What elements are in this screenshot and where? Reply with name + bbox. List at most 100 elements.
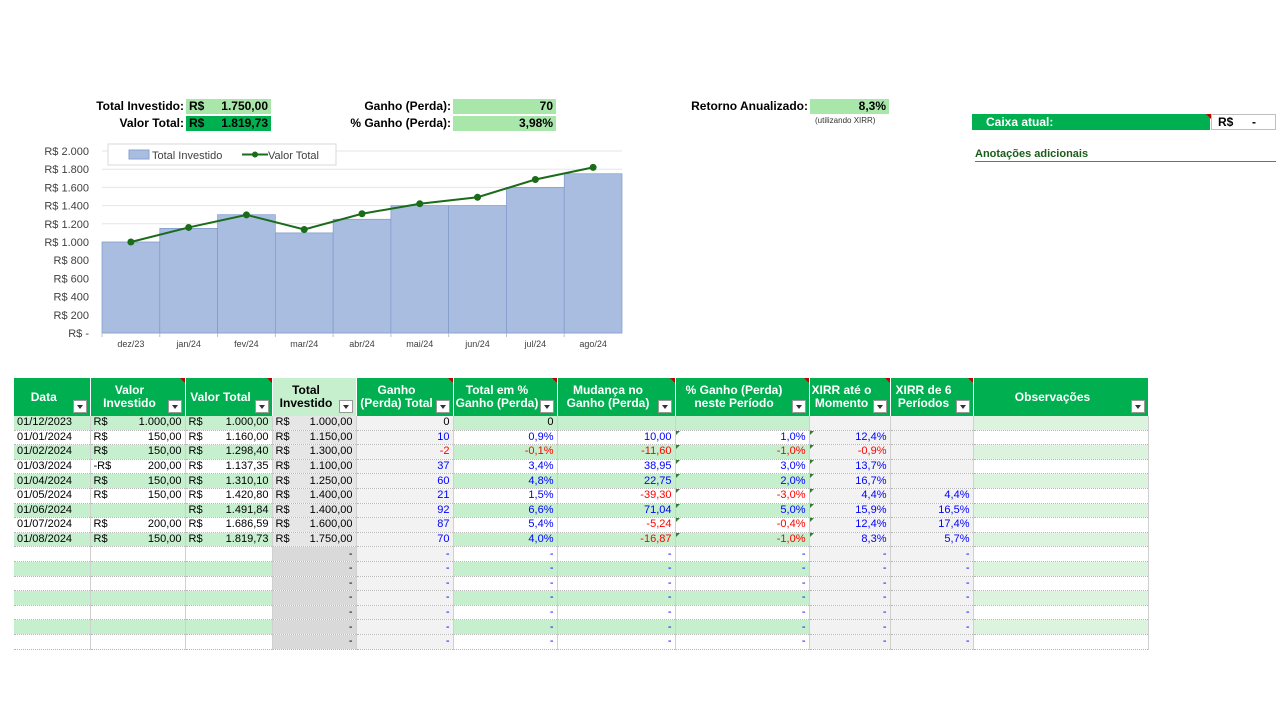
table-cell[interactable]: 16,7% bbox=[809, 473, 891, 489]
table-cell[interactable]: - bbox=[453, 634, 558, 650]
column-header[interactable]: % Ganho (Perda) neste Período bbox=[675, 378, 810, 416]
filter-dropdown-icon[interactable] bbox=[167, 400, 182, 413]
table-cell[interactable]: R$ 1.310,10 bbox=[185, 473, 273, 489]
table-cell[interactable]: 01/02/2024 bbox=[14, 444, 91, 460]
table-cell[interactable]: R$ 1.420,80 bbox=[185, 488, 273, 504]
table-cell[interactable]: - bbox=[675, 590, 810, 606]
table-cell[interactable] bbox=[185, 619, 273, 635]
table-cell[interactable]: -0,1% bbox=[453, 444, 558, 460]
table-cell[interactable] bbox=[185, 561, 273, 577]
table-cell[interactable]: R$ 150,00 bbox=[90, 532, 186, 548]
table-cell[interactable] bbox=[973, 473, 1149, 489]
table-cell[interactable] bbox=[14, 576, 91, 592]
table-cell[interactable]: R$ 1.300,00 bbox=[272, 444, 357, 460]
table-cell[interactable]: - bbox=[453, 605, 558, 621]
table-cell[interactable]: 1,5% bbox=[453, 488, 558, 504]
table-cell[interactable]: 01/07/2024 bbox=[14, 517, 91, 533]
table-cell[interactable]: - bbox=[356, 576, 454, 592]
table-cell[interactable] bbox=[675, 416, 810, 431]
table-cell[interactable]: -2 bbox=[356, 444, 454, 460]
table-cell[interactable]: - bbox=[890, 590, 974, 606]
column-header[interactable]: Total Investido bbox=[272, 378, 357, 416]
table-cell[interactable]: 01/12/2023 bbox=[14, 416, 91, 431]
table-cell[interactable]: 92 bbox=[356, 503, 454, 519]
table-cell[interactable]: - bbox=[557, 576, 676, 592]
table-cell[interactable]: - bbox=[453, 619, 558, 635]
table-cell[interactable]: 01/01/2024 bbox=[14, 430, 91, 446]
table-cell[interactable]: R$ 1.250,00 bbox=[272, 473, 357, 489]
table-cell[interactable]: R$ 1.491,84 bbox=[185, 503, 273, 519]
table-cell[interactable] bbox=[890, 444, 974, 460]
table-cell[interactable]: - bbox=[356, 546, 454, 562]
table-cell[interactable]: - bbox=[356, 561, 454, 577]
column-header[interactable]: Valor Total bbox=[185, 378, 273, 416]
table-cell[interactable]: R$ 150,00 bbox=[90, 430, 186, 446]
table-cell[interactable]: R$ 1.000,00 bbox=[90, 416, 186, 431]
table-cell[interactable]: - bbox=[272, 605, 357, 621]
table-cell[interactable]: - bbox=[675, 619, 810, 635]
table-cell[interactable]: 01/05/2024 bbox=[14, 488, 91, 504]
table-cell[interactable]: 22,75 bbox=[557, 473, 676, 489]
table-cell[interactable]: - bbox=[809, 590, 891, 606]
table-cell[interactable]: R$ 1.750,00 bbox=[272, 532, 357, 548]
table-cell[interactable]: 01/04/2024 bbox=[14, 473, 91, 489]
table-cell[interactable]: - bbox=[809, 634, 891, 650]
column-header[interactable]: XIRR até o Momento bbox=[809, 378, 891, 416]
table-cell[interactable] bbox=[890, 430, 974, 446]
table-cell[interactable] bbox=[973, 576, 1149, 592]
table-cell[interactable]: 5,4% bbox=[453, 517, 558, 533]
table-cell[interactable]: 37 bbox=[356, 459, 454, 475]
table-cell[interactable] bbox=[185, 634, 273, 650]
column-header[interactable]: Ganho (Perda) Total bbox=[356, 378, 454, 416]
table-cell[interactable] bbox=[90, 576, 186, 592]
table-cell[interactable] bbox=[90, 634, 186, 650]
table-cell[interactable]: R$ 1.400,00 bbox=[272, 503, 357, 519]
table-cell[interactable]: - bbox=[453, 590, 558, 606]
table-cell[interactable]: -0,9% bbox=[809, 444, 891, 460]
table-cell[interactable]: 0 bbox=[356, 416, 454, 431]
table-cell[interactable]: 3,4% bbox=[453, 459, 558, 475]
table-cell[interactable]: - bbox=[272, 590, 357, 606]
table-cell[interactable]: -16,87 bbox=[557, 532, 676, 548]
table-cell[interactable]: -1,0% bbox=[675, 532, 810, 548]
table-cell[interactable]: - bbox=[809, 605, 891, 621]
table-cell[interactable] bbox=[973, 561, 1149, 577]
table-cell[interactable]: R$ 150,00 bbox=[90, 488, 186, 504]
table-cell[interactable]: 0 bbox=[453, 416, 558, 431]
table-cell[interactable]: - bbox=[557, 634, 676, 650]
table-cell[interactable] bbox=[14, 619, 91, 635]
table-cell[interactable] bbox=[973, 546, 1149, 562]
column-header[interactable]: Data bbox=[14, 378, 91, 416]
table-cell[interactable] bbox=[185, 576, 273, 592]
table-cell[interactable] bbox=[14, 590, 91, 606]
table-cell[interactable]: - bbox=[272, 576, 357, 592]
table-cell[interactable]: - bbox=[557, 546, 676, 562]
table-cell[interactable]: R$ 1.400,00 bbox=[272, 488, 357, 504]
table-cell[interactable] bbox=[90, 561, 186, 577]
column-header[interactable]: Valor Investido bbox=[90, 378, 186, 416]
table-cell[interactable] bbox=[14, 561, 91, 577]
filter-dropdown-icon[interactable] bbox=[955, 400, 970, 413]
table-cell[interactable] bbox=[14, 605, 91, 621]
table-cell[interactable] bbox=[14, 546, 91, 562]
table-cell[interactable] bbox=[973, 605, 1149, 621]
table-cell[interactable]: -0,4% bbox=[675, 517, 810, 533]
pct-ganho-value[interactable]: 3,98% bbox=[453, 116, 556, 131]
table-cell[interactable] bbox=[809, 416, 891, 431]
total-investido-value-cell[interactable]: R$ 1.750,00 bbox=[186, 99, 271, 114]
table-cell[interactable] bbox=[185, 590, 273, 606]
ganho-value[interactable]: 70 bbox=[453, 99, 556, 114]
table-cell[interactable]: 70 bbox=[356, 532, 454, 548]
table-cell[interactable]: 4,0% bbox=[453, 532, 558, 548]
table-cell[interactable]: - bbox=[272, 634, 357, 650]
table-cell[interactable]: 12,4% bbox=[809, 517, 891, 533]
table-cell[interactable] bbox=[973, 416, 1149, 431]
table-cell[interactable]: - bbox=[890, 546, 974, 562]
table-cell[interactable]: - bbox=[809, 546, 891, 562]
table-cell[interactable]: 38,95 bbox=[557, 459, 676, 475]
table-cell[interactable] bbox=[973, 488, 1149, 504]
table-cell[interactable]: - bbox=[890, 605, 974, 621]
table-cell[interactable]: -5,24 bbox=[557, 517, 676, 533]
table-cell[interactable]: - bbox=[453, 561, 558, 577]
table-cell[interactable] bbox=[890, 416, 974, 431]
